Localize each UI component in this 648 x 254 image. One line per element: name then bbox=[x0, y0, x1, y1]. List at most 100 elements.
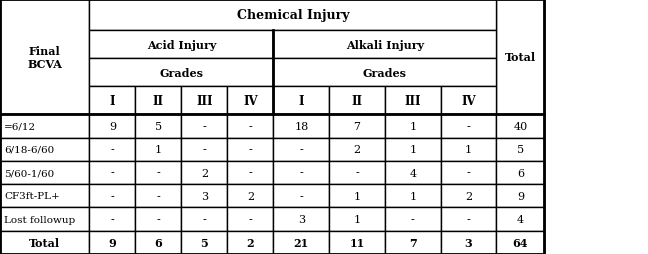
Bar bbox=[496, 208, 544, 231]
Bar bbox=[135, 138, 181, 161]
Text: IV: IV bbox=[243, 94, 258, 107]
Bar bbox=[227, 208, 273, 231]
Text: 1: 1 bbox=[155, 145, 162, 155]
Bar bbox=[227, 231, 273, 254]
Bar bbox=[496, 0, 544, 31]
Text: -: - bbox=[467, 121, 470, 131]
Bar bbox=[385, 161, 441, 184]
Text: -: - bbox=[203, 121, 206, 131]
Bar bbox=[181, 115, 227, 138]
Bar bbox=[181, 115, 227, 138]
Bar bbox=[441, 161, 496, 184]
Text: Acid Injury: Acid Injury bbox=[146, 40, 216, 51]
Bar bbox=[135, 0, 181, 31]
Bar bbox=[89, 87, 135, 115]
Text: -: - bbox=[299, 168, 303, 178]
Bar bbox=[273, 184, 329, 208]
Bar bbox=[273, 59, 329, 87]
Text: 6: 6 bbox=[155, 237, 162, 248]
Bar bbox=[135, 208, 181, 231]
Bar bbox=[385, 0, 441, 31]
Bar bbox=[0, 231, 89, 254]
Bar bbox=[441, 87, 496, 115]
Text: 1: 1 bbox=[410, 121, 416, 131]
Bar bbox=[385, 208, 441, 231]
Bar bbox=[329, 161, 385, 184]
Bar bbox=[496, 59, 544, 87]
Bar bbox=[89, 231, 135, 254]
Text: 2: 2 bbox=[247, 191, 254, 201]
Bar bbox=[0, 208, 89, 231]
Bar bbox=[496, 31, 544, 59]
Bar bbox=[0, 87, 89, 115]
Bar bbox=[385, 87, 441, 115]
Bar bbox=[89, 115, 135, 138]
Bar bbox=[441, 0, 496, 31]
Bar bbox=[329, 208, 385, 231]
Bar bbox=[227, 184, 273, 208]
Text: I: I bbox=[110, 94, 115, 107]
Text: 7: 7 bbox=[354, 121, 360, 131]
Text: -: - bbox=[299, 191, 303, 201]
Bar bbox=[0, 138, 89, 161]
Bar bbox=[0, 231, 89, 254]
Text: 5: 5 bbox=[201, 237, 208, 248]
Text: 4: 4 bbox=[517, 214, 524, 224]
Bar bbox=[181, 0, 227, 31]
Bar bbox=[135, 231, 181, 254]
Text: 1: 1 bbox=[354, 214, 360, 224]
Bar bbox=[181, 184, 227, 208]
Text: -: - bbox=[249, 214, 252, 224]
Bar bbox=[0, 115, 89, 138]
Bar bbox=[441, 115, 496, 138]
Bar bbox=[441, 115, 496, 138]
Text: 9: 9 bbox=[109, 121, 116, 131]
Bar bbox=[89, 59, 135, 87]
Bar bbox=[89, 184, 135, 208]
Text: 2: 2 bbox=[465, 191, 472, 201]
Bar bbox=[441, 87, 496, 115]
Bar bbox=[0, 138, 89, 161]
Bar bbox=[227, 31, 273, 59]
Bar bbox=[273, 87, 329, 115]
Text: Grades: Grades bbox=[363, 68, 407, 78]
Bar bbox=[0, 184, 89, 208]
Bar bbox=[227, 161, 273, 184]
Text: 9: 9 bbox=[517, 191, 524, 201]
Text: III: III bbox=[196, 94, 213, 107]
Bar bbox=[441, 138, 496, 161]
Bar bbox=[496, 138, 544, 161]
Bar bbox=[89, 59, 273, 87]
Bar bbox=[0, 115, 89, 138]
Bar bbox=[135, 87, 181, 115]
Bar bbox=[441, 231, 496, 254]
Bar bbox=[0, 31, 89, 59]
Bar bbox=[0, 0, 89, 115]
Text: 5/60-1/60: 5/60-1/60 bbox=[4, 168, 54, 177]
Text: 5: 5 bbox=[517, 145, 524, 155]
Bar bbox=[496, 138, 544, 161]
Bar bbox=[385, 184, 441, 208]
Bar bbox=[496, 161, 544, 184]
Bar bbox=[496, 115, 544, 138]
Bar bbox=[227, 138, 273, 161]
Bar bbox=[181, 161, 227, 184]
Bar bbox=[273, 115, 329, 138]
Bar bbox=[273, 138, 329, 161]
Text: -: - bbox=[111, 168, 114, 178]
Bar bbox=[0, 208, 89, 231]
Bar bbox=[441, 184, 496, 208]
Text: -: - bbox=[203, 145, 206, 155]
Text: 5: 5 bbox=[155, 121, 162, 131]
Bar bbox=[273, 161, 329, 184]
Bar bbox=[89, 31, 135, 59]
Bar bbox=[329, 184, 385, 208]
Bar bbox=[329, 87, 385, 115]
Bar bbox=[273, 208, 329, 231]
Bar bbox=[227, 231, 273, 254]
Text: 2: 2 bbox=[247, 237, 254, 248]
Text: 1: 1 bbox=[410, 191, 416, 201]
Bar bbox=[135, 231, 181, 254]
Text: IV: IV bbox=[461, 94, 476, 107]
Text: 3: 3 bbox=[201, 191, 208, 201]
